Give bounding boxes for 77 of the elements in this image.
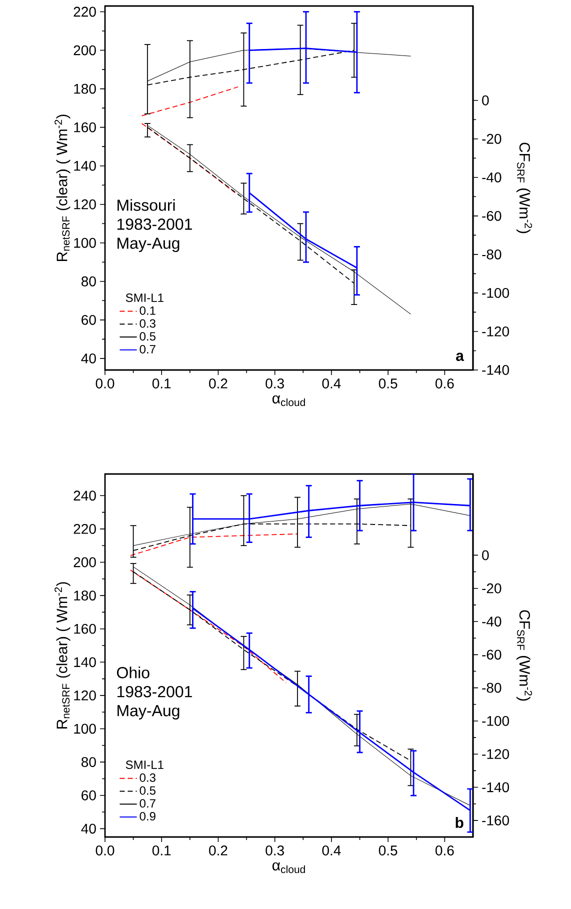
x-tick-label: 0.0 xyxy=(96,378,114,388)
y2-axis-title: CF$_{SRF}$ (Wm$^{-2}$) xyxy=(516,142,532,234)
legend-title: SMI-L1 xyxy=(126,760,164,769)
y2-tick-label: -120 xyxy=(482,749,510,760)
y-tick-label: 160 xyxy=(74,624,96,634)
legend-title: SMI-L1 xyxy=(126,293,164,302)
y-tick-label: 220 xyxy=(74,524,96,534)
y2-tick-label: 0 xyxy=(482,550,489,560)
y2-tick-label: -100 xyxy=(482,716,510,726)
y2-tick-label: -140 xyxy=(482,365,510,375)
annotation: a xyxy=(456,352,464,361)
legend-label: 0.3 xyxy=(140,319,156,328)
y2-tick-label: -100 xyxy=(482,288,510,298)
y-tick-label: 60 xyxy=(82,790,96,800)
legend-label: 0.7 xyxy=(140,345,156,354)
x-tick-label: 0.1 xyxy=(152,846,171,856)
y-tick-label: 220 xyxy=(74,6,96,17)
x-tick-label: 0.3 xyxy=(266,846,284,856)
y2-tick-label: -80 xyxy=(482,682,502,693)
y-tick-label: 140 xyxy=(74,160,96,171)
y2-tick-label: -40 xyxy=(482,616,502,626)
x-tick-label: 0.4 xyxy=(322,378,341,388)
y2-tick-label: -160 xyxy=(482,815,510,826)
annotation: May-Aug xyxy=(118,238,180,252)
y-tick-label: 120 xyxy=(74,199,96,210)
y2-axis-title: CF$_{SRF}$ (Wm$^{-2}$) xyxy=(516,610,532,701)
y-tick-label: 180 xyxy=(74,590,96,601)
x-axis-title: α$_{cloud}$ xyxy=(272,395,305,406)
y2-tick-label: -40 xyxy=(482,172,502,182)
y-tick-label: 160 xyxy=(74,122,96,132)
y-tick-label: 180 xyxy=(74,84,96,94)
y2-tick-label: -60 xyxy=(482,650,502,660)
y-tick-label: 200 xyxy=(74,45,96,56)
x-tick-label: 0.2 xyxy=(209,378,228,388)
annotation: May-Aug xyxy=(118,705,180,720)
x-tick-label: 0.4 xyxy=(322,846,341,856)
legend-label: 0.9 xyxy=(140,812,156,821)
legend-label: 0.5 xyxy=(140,786,156,795)
line-series xyxy=(130,533,298,556)
annotation: 1983-2001 xyxy=(117,686,192,698)
y2-tick-label: -140 xyxy=(482,782,510,792)
y-tick-label: 60 xyxy=(82,314,96,325)
y2-tick-label: -120 xyxy=(482,326,510,336)
y-axis-title: R$_{netSRF}$ (clear) ( Wm$^{-2}$) xyxy=(54,582,70,728)
x-tick-label: 0.0 xyxy=(96,846,114,856)
y-tick-label: 100 xyxy=(74,724,96,734)
x-tick-label: 0.5 xyxy=(378,846,398,856)
x-tick-label: 0.5 xyxy=(378,378,398,388)
y-tick-label: 120 xyxy=(74,690,96,700)
legend-label: 0.5 xyxy=(140,332,156,341)
x-tick-label: 0.2 xyxy=(209,846,228,856)
annotation: Missouri xyxy=(118,199,175,211)
y2-tick-label: -20 xyxy=(482,134,502,144)
annotation: b xyxy=(456,817,464,828)
legend-label: 0.1 xyxy=(140,306,156,315)
y-tick-label: 240 xyxy=(74,490,96,501)
y-tick-label: 40 xyxy=(81,353,96,364)
y2-tick-label: 0 xyxy=(482,95,489,106)
y-axis-title: R$_{netSRF}$ (clear) ( Wm$^{-2}$) xyxy=(54,114,70,261)
y-tick-label: 40 xyxy=(81,824,96,834)
y-tick-label: 200 xyxy=(74,557,96,568)
x-tick-label: 0.1 xyxy=(152,378,171,388)
y2-tick-label: -20 xyxy=(482,583,502,594)
x-axis-title: α$_{cloud}$ xyxy=(272,862,305,874)
y-tick-label: 100 xyxy=(74,238,96,248)
legend-label: 0.3 xyxy=(140,773,156,782)
y-tick-label: 80 xyxy=(82,276,96,286)
legend-label: 0.7 xyxy=(140,799,156,808)
y-tick-label: 80 xyxy=(82,757,96,768)
annotation: Ohio xyxy=(116,666,150,678)
x-tick-label: 0.3 xyxy=(266,378,284,388)
y2-tick-label: -60 xyxy=(482,210,502,221)
y-tick-label: 140 xyxy=(74,657,96,668)
x-tick-label: 0.6 xyxy=(436,378,454,388)
x-tick-label: 0.6 xyxy=(436,846,454,856)
annotation: 1983-2001 xyxy=(117,218,192,230)
y2-tick-label: -80 xyxy=(482,249,502,260)
